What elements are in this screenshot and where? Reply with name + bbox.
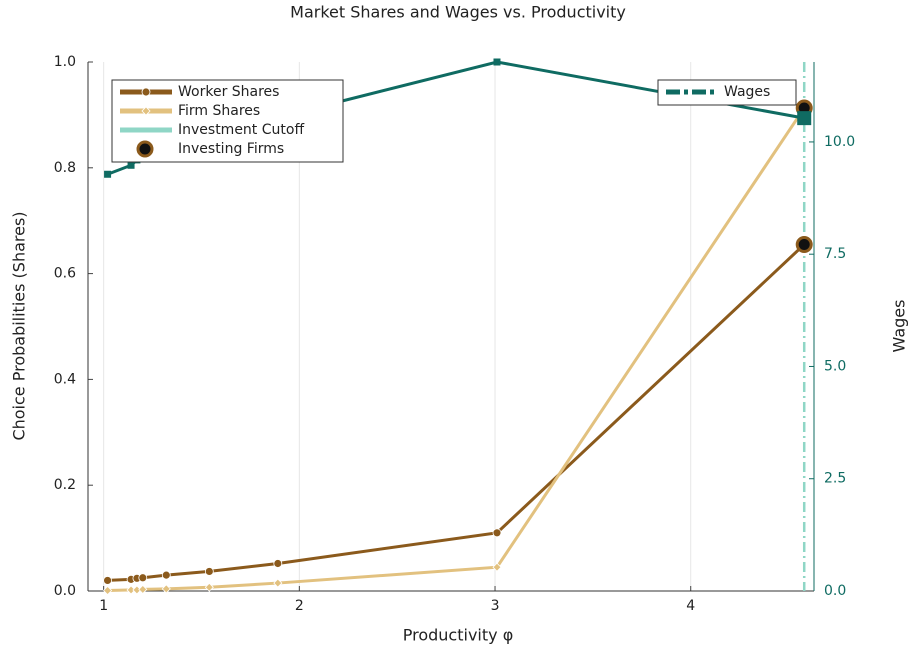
y2-axis-label: Wages [890,300,909,353]
x-axis-label: Productivity φ [403,626,514,645]
marker [795,236,813,254]
y2-tick-label: 0.0 [824,583,846,599]
marker [141,87,151,97]
marker [127,161,135,169]
y2-tick-label: 5.0 [824,358,846,374]
marker [138,584,148,594]
marker [492,528,502,538]
marker [273,559,283,568]
legend-label: Wages [724,84,770,100]
y-tick-label: 0.0 [54,583,76,599]
marker [104,170,112,178]
marker [103,585,113,596]
marker [136,140,154,158]
x-tick-label: 3 [491,598,500,614]
marker [141,106,151,116]
marker [204,582,214,592]
y-tick-label: 0.8 [54,160,76,176]
x-tick-label: 4 [686,598,695,614]
marker [161,570,171,580]
y-tick-label: 1.0 [54,54,76,70]
marker [103,576,112,585]
series-line [107,243,806,582]
legend-box [657,79,797,106]
y-tick-label: 0.6 [54,266,76,282]
marker [161,584,171,594]
y2-tick-label: 10.0 [824,134,855,150]
marker [138,573,148,583]
marker [204,567,214,576]
legend-label: Investment Cutoff [178,122,304,138]
marker [493,58,501,66]
marker [492,562,502,572]
series-line [107,107,806,592]
legend-label: Worker Shares [178,84,279,100]
x-tick-label: 2 [295,598,304,614]
x-tick-label: 1 [99,598,108,614]
y2-tick-label: 7.5 [824,246,846,262]
marker [273,578,283,588]
chart-title: Market Shares and Wages vs. Productivity [290,3,626,22]
legend-label: Firm Shares [178,103,260,119]
y-tick-label: 0.2 [54,477,76,493]
marker [797,111,812,126]
y-axis-label: Choice Probabilities (Shares) [10,211,29,440]
y2-tick-label: 2.5 [824,471,846,487]
legend-label: Investing Firms [178,141,284,157]
y-tick-label: 0.4 [54,371,76,387]
